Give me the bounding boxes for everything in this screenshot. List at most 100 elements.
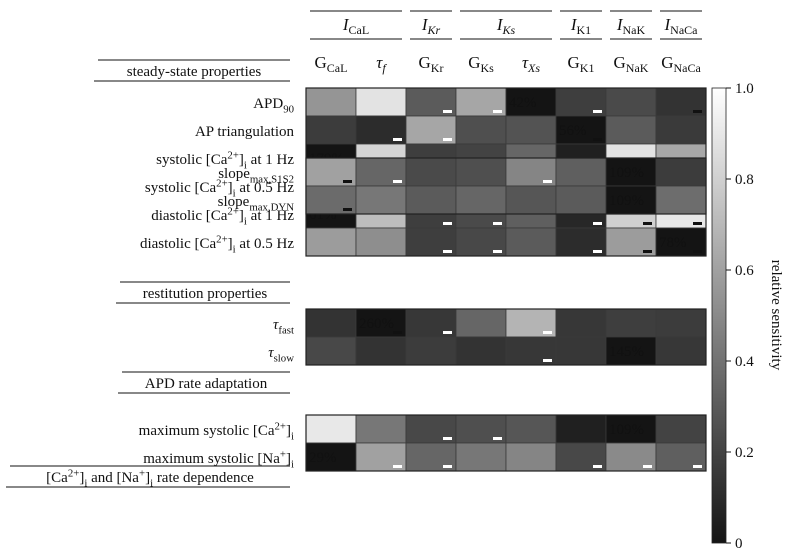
- group-header-part: +: [139, 467, 145, 479]
- heatmap-cell: [455, 336, 507, 366]
- negative-sign-marker: [343, 208, 352, 211]
- row-label-part: diastolic [Ca: [151, 208, 228, 224]
- heatmap-cell: [655, 227, 707, 257]
- positive-sign-marker: [543, 331, 552, 334]
- parameter-subscript: Kr: [431, 61, 444, 75]
- heatmap-cell: [555, 336, 607, 366]
- group-header: [Ca2+]i and [Na+]i rate dependence: [46, 467, 254, 489]
- parameter-column-label: GNaCa: [661, 53, 701, 75]
- parameter-symbol: G: [568, 53, 580, 72]
- positive-sign-marker: [393, 138, 402, 141]
- heatmap-cell: [555, 414, 607, 444]
- parameter-symbol: G: [468, 53, 480, 72]
- group-header-part: and [Na: [87, 470, 139, 486]
- heatmap-cell: [405, 185, 457, 215]
- parameter-symbol: G: [614, 53, 626, 72]
- row-label-part: i: [244, 216, 247, 228]
- row-label-part: at 1 Hz: [247, 208, 294, 224]
- negative-sign-marker: [643, 250, 652, 253]
- heatmap-cell: [455, 115, 507, 145]
- heatmap-cell: [555, 157, 607, 187]
- parameter-symbol: G: [315, 53, 327, 72]
- row-label-part: max,S1S2: [250, 174, 294, 186]
- colorbar-tick-label: 0: [735, 536, 743, 548]
- parameter-subscript: NaK: [626, 61, 649, 75]
- current-subscript: NaK: [623, 23, 646, 37]
- heatmap-cell: [605, 308, 657, 338]
- negative-sign-marker: [693, 110, 702, 113]
- negative-sign-marker: [643, 222, 652, 225]
- parameter-symbol: G: [419, 53, 431, 72]
- positive-sign-marker: [443, 138, 452, 141]
- row-label: slopemax,DYN: [218, 194, 295, 214]
- group-header-part: i: [150, 478, 153, 490]
- row-label-part: i: [233, 244, 236, 256]
- positive-sign-marker: [493, 222, 502, 225]
- heatmap-cell: [605, 414, 657, 444]
- current-symbol: I: [496, 15, 504, 34]
- positive-sign-marker: [493, 250, 502, 253]
- positive-sign-marker: [393, 180, 402, 183]
- group-frame: [305, 308, 707, 366]
- group-header: restitution properties: [143, 286, 268, 302]
- heatmap-cell: [455, 157, 507, 187]
- parameter-column-label: τXs: [522, 53, 540, 75]
- current-group-label: IK1: [570, 15, 591, 37]
- row-label-part: systolic [Ca: [156, 152, 228, 168]
- row-label-part: ]: [228, 236, 233, 252]
- row-label-part: 2+: [216, 233, 228, 245]
- heatmap-cell: [355, 87, 407, 117]
- heatmap-cell: [305, 227, 357, 257]
- heatmap-cell: [655, 115, 707, 145]
- row-label: systolic [Ca2+]i at 1 Hz: [156, 149, 294, 171]
- current-group-label: IKs: [496, 15, 516, 37]
- positive-sign-marker: [593, 250, 602, 253]
- positive-sign-marker: [443, 110, 452, 113]
- row-label: τfast: [273, 317, 294, 337]
- positive-sign-marker: [443, 250, 452, 253]
- heatmap-cell: [555, 185, 607, 215]
- row-label-part: τ: [273, 317, 279, 333]
- positive-sign-marker: [443, 437, 452, 440]
- positive-sign-marker: [393, 465, 402, 468]
- positive-sign-marker: [643, 465, 652, 468]
- group-header-part: i: [84, 478, 87, 490]
- positive-sign-marker: [543, 180, 552, 183]
- row-label-part: ]: [228, 180, 233, 196]
- current-symbol: I: [664, 15, 672, 34]
- current-group-label: INaK: [616, 15, 646, 37]
- group-header-part: rate dependence: [153, 470, 254, 486]
- group-header-part: ]: [145, 470, 150, 486]
- group-header-part: ]: [79, 470, 84, 486]
- heatmap-rows: APD90 42%AP triangulation 56%systolic [Ca2…: [139, 87, 707, 472]
- row-label-part: AP triangulation: [195, 124, 295, 140]
- colorbar-tick-label: 0.6: [735, 263, 754, 279]
- current-symbol: I: [616, 15, 624, 34]
- positive-sign-marker: [693, 465, 702, 468]
- row-label-part: ]: [286, 451, 291, 467]
- heatmap-cell: [355, 185, 407, 215]
- cell-annotation: 42%: [509, 95, 537, 111]
- heatmap-cell: [655, 336, 707, 366]
- heatmap-cell: [355, 227, 407, 257]
- heatmap-cell: [305, 336, 357, 366]
- cell-annotation: 29%: [309, 450, 337, 466]
- parameter-column-label: τf: [376, 53, 387, 75]
- row-label: AP triangulation: [195, 124, 295, 140]
- heatmap-cell: [655, 185, 707, 215]
- group-header-part: 2+: [68, 467, 80, 479]
- parameter-column-label: GNaK: [614, 53, 649, 75]
- colorbar-tick-label: 0.4: [735, 354, 754, 370]
- heatmap-cell: [505, 414, 557, 444]
- current-subscript: K1: [577, 23, 592, 37]
- heatmap-cell: [505, 442, 557, 472]
- cell-annotation: 109%: [609, 422, 644, 438]
- heatmap-cell: [605, 157, 657, 187]
- positive-sign-marker: [543, 359, 552, 362]
- current-subscript: Kr: [426, 23, 440, 37]
- group-frame: [305, 157, 707, 215]
- current-subscript: NaCa: [670, 23, 698, 37]
- negative-sign-marker: [393, 331, 402, 334]
- parameter-symbol: τ: [376, 53, 383, 72]
